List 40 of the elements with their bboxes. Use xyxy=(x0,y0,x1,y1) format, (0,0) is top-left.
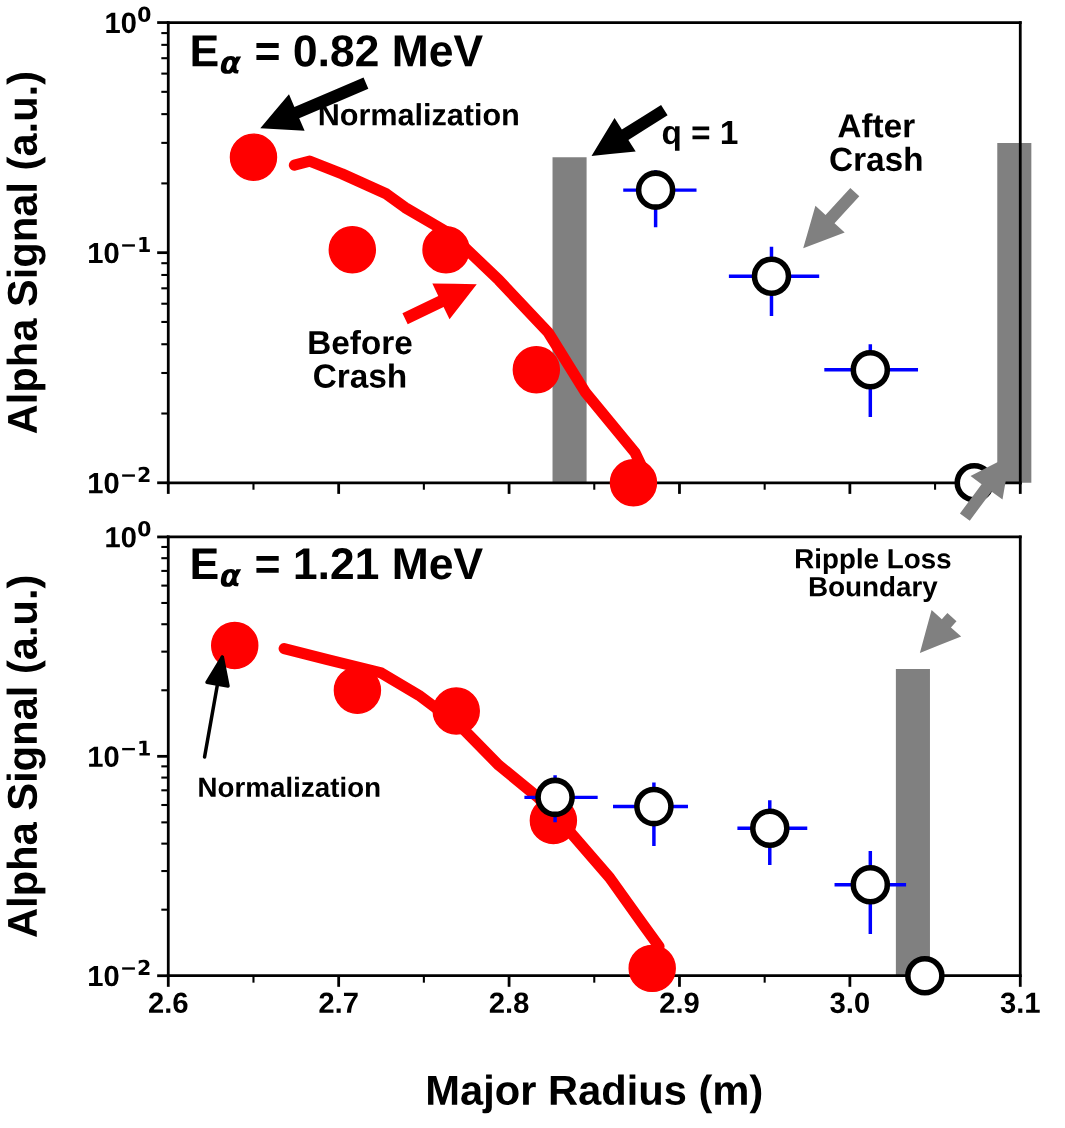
x-tick-label: 2.7 xyxy=(319,992,358,1013)
x-tick-label: 2.8 xyxy=(489,992,529,1014)
point xyxy=(635,170,676,210)
point xyxy=(328,225,377,274)
x-axis-title: Major Radius (m) xyxy=(428,1074,762,1114)
point xyxy=(634,786,674,827)
x-tick-label: 2.9 xyxy=(660,992,699,1014)
annotation: E$_{α}$ = 1.21 MeV xyxy=(192,548,483,587)
point xyxy=(850,864,891,905)
point xyxy=(422,225,470,274)
annotation: Normalization xyxy=(199,776,380,798)
point xyxy=(229,133,278,181)
x-tick-label: 2.6 xyxy=(149,992,188,1014)
annotation: Before Crash xyxy=(309,329,412,388)
point xyxy=(512,345,561,394)
y-axis-title: Alpha Signal (a.u.) xyxy=(6,73,46,434)
annotation: Normalization xyxy=(319,103,518,126)
y-tick-label: 10$^{−2}$ xyxy=(89,466,150,494)
y-tick-label: 10$^{−1}$ xyxy=(89,740,150,767)
point xyxy=(210,621,259,670)
x-tick-label: 3.1 xyxy=(1000,992,1040,1014)
annotation: Ripple Loss Boundary xyxy=(796,548,951,602)
annotation: After Crash xyxy=(830,113,922,172)
point xyxy=(432,687,480,735)
point xyxy=(609,459,658,507)
point xyxy=(749,808,790,849)
y-tick-label: 10$^{0}$ xyxy=(106,6,151,34)
y-tick-label: 10$^{−2}$ xyxy=(89,959,150,987)
y-tick-label: 10$^{−1}$ xyxy=(89,236,150,264)
y-tick-label: 10$^{0}$ xyxy=(106,520,151,548)
point xyxy=(850,349,891,390)
point xyxy=(333,666,382,715)
annotation: q = 1 xyxy=(662,121,738,151)
point xyxy=(751,256,792,297)
point xyxy=(905,955,945,996)
y-axis-title: Alpha Signal (a.u.) xyxy=(6,576,46,937)
annotation: E$_{α}$ = 0.82 MeV xyxy=(192,35,483,74)
point xyxy=(628,944,676,993)
x-tick-label: 3.0 xyxy=(830,992,869,1014)
point xyxy=(535,777,575,818)
